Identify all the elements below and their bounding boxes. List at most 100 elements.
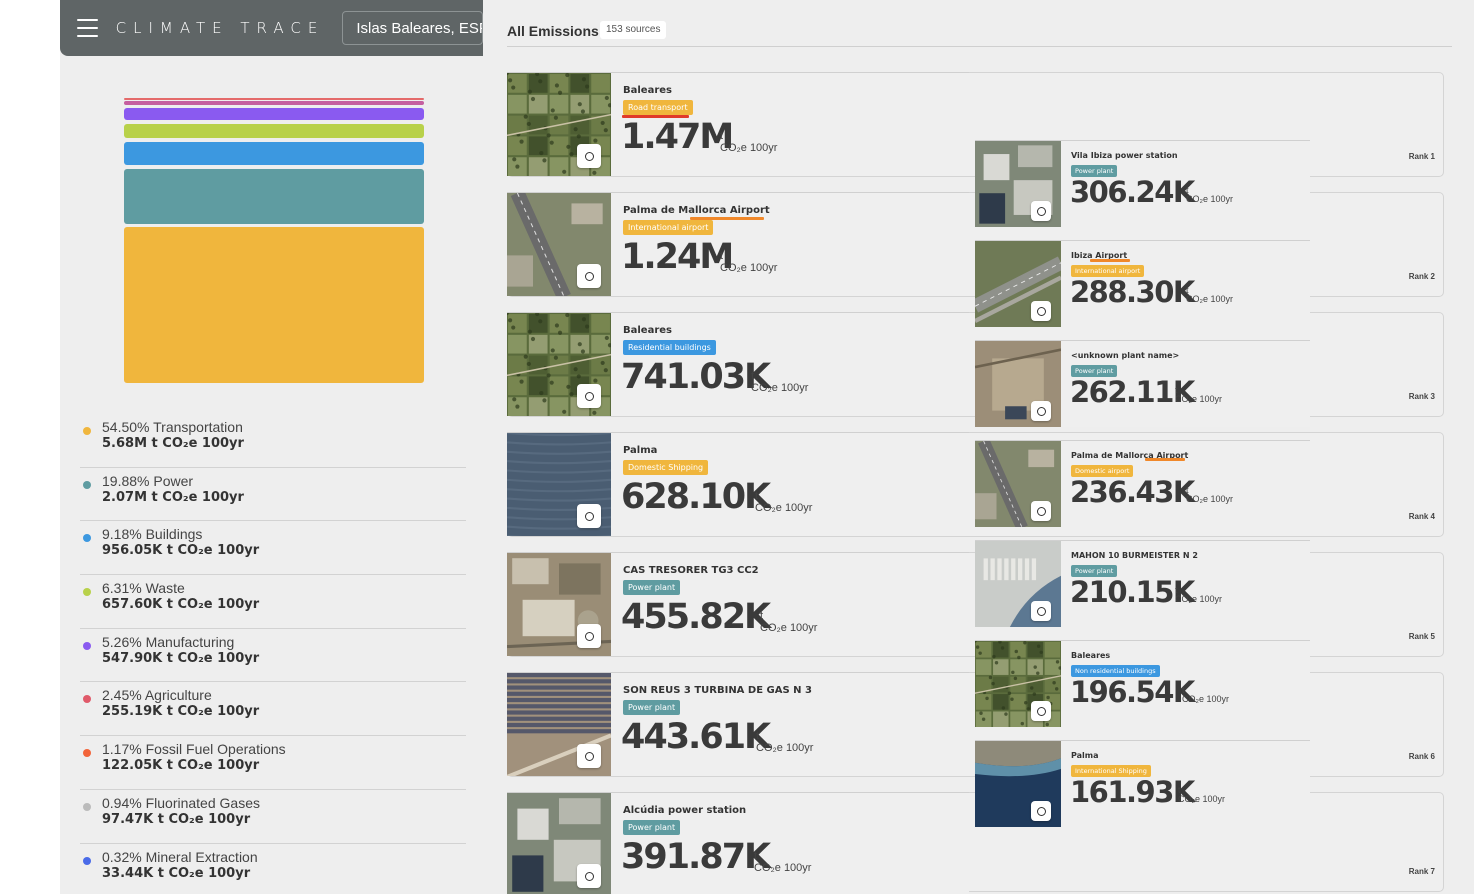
- unit-co2e: CO₂e 100yr: [1175, 594, 1223, 605]
- emission-card[interactable]: Baleares Non residential buildings 196.54K…: [975, 640, 1310, 727]
- emission-card[interactable]: Palma de Mallorca Airport Domestic airpor…: [975, 440, 1310, 527]
- emission-card[interactable]: Ibiza Airport International airport 288.30…: [975, 240, 1310, 327]
- emission-value: 196.54K: [1070, 675, 1195, 709]
- emissions-title: All Emissions: [507, 23, 599, 39]
- satellite-thumbnail: [975, 241, 1065, 327]
- sector-tag: International Shipping: [1071, 765, 1151, 777]
- unit-tonnes: t: [720, 250, 724, 262]
- globe-icon[interactable]: [1031, 701, 1051, 721]
- source-count-badge: 153 sources: [600, 21, 667, 39]
- legend-sector-share: 19.88% Power: [102, 472, 194, 489]
- globe-icon[interactable]: [577, 744, 601, 768]
- sector-tag: Power plant: [1071, 165, 1118, 177]
- legend-sector-total: 97.47K t CO₂e 100yr: [102, 811, 251, 827]
- sector-tag: Road transport: [623, 100, 693, 115]
- unit-tonnes: t: [755, 490, 759, 502]
- legend-item[interactable]: 0.32% Mineral Extraction 33.44K t CO₂e 10…: [80, 844, 466, 894]
- globe-icon[interactable]: [577, 624, 601, 648]
- satellite-thumbnail: [507, 193, 611, 296]
- unit-tonnes: t: [760, 610, 764, 622]
- unit-co2e: CO₂e 100yr: [760, 621, 818, 634]
- sector-tag: International airport: [1071, 265, 1145, 277]
- legend-item[interactable]: 9.18% Buildings 956.05K t CO₂e 100yr: [80, 521, 466, 576]
- top-bar: CLIMATE TRACE Islas Baleares, ESP ×: [60, 0, 483, 56]
- unit-co2e: CO₂e 100yr: [1186, 294, 1234, 305]
- emission-card[interactable]: Alcúdia power station Power plant 391.87K t…: [507, 792, 969, 894]
- legend-sector-total: 5.68M t CO₂e 100yr: [102, 436, 244, 451]
- globe-icon[interactable]: [577, 264, 601, 288]
- emission-card[interactable]: SON REUS 3 TURBINA DE GAS N 3 Power plant…: [507, 672, 969, 776]
- emission-card[interactable]: MAHON 10 BURMEISTER N 2 Power plant 210.15…: [975, 540, 1310, 627]
- sector-tag: Power plant: [623, 580, 681, 595]
- globe-icon[interactable]: [577, 144, 601, 168]
- unit-co2e: CO₂e 100yr: [751, 381, 809, 394]
- emission-card[interactable]: Palma de Mallorca Airport International a…: [507, 192, 969, 296]
- location-search-chip[interactable]: Islas Baleares, ESP ×: [342, 11, 483, 45]
- legend-dot-icon: [83, 427, 91, 435]
- source-name: Baleares: [1071, 651, 1111, 660]
- legend-item[interactable]: 1.17% Fossil Fuel Operations 122.05K t CO…: [80, 736, 466, 790]
- legend-item[interactable]: 5.26% Manufacturing 547.90K t CO₂e 100yr: [80, 629, 466, 683]
- emission-unit: t CO₂e 100yr: [1175, 385, 1222, 405]
- legend-sector-total: 255.19K t CO₂e 100yr: [102, 704, 260, 720]
- emission-value: 1.24M: [621, 237, 734, 277]
- globe-icon[interactable]: [1031, 601, 1051, 621]
- emission-card[interactable]: Palma International Shipping 161.93K t CO₂e …: [975, 740, 1310, 827]
- globe-icon[interactable]: [577, 504, 601, 528]
- rank-label: Rank 1: [1408, 152, 1435, 161]
- emission-value: 1.47M: [621, 117, 734, 157]
- globe-icon[interactable]: [1031, 801, 1051, 821]
- location-search-value: Islas Baleares, ESP: [356, 19, 483, 37]
- globe-icon[interactable]: [1031, 401, 1051, 421]
- emission-card[interactable]: Vila Ibiza power station Power plant 306.2…: [975, 140, 1310, 227]
- emission-unit: t CO₂e 100yr: [1182, 685, 1229, 705]
- menu-icon[interactable]: [77, 19, 98, 37]
- unit-tonnes: t: [1186, 185, 1189, 195]
- emission-unit: t CO₂e 100yr: [760, 610, 818, 634]
- legend-item[interactable]: 54.50% Transportation 5.68M t CO₂e 100yr: [80, 414, 466, 468]
- emission-value: 741.03K: [621, 357, 771, 397]
- unit-co2e: CO₂e 100yr: [756, 741, 814, 754]
- globe-icon[interactable]: [1031, 501, 1051, 521]
- emission-value: 628.10K: [621, 477, 771, 517]
- emission-card[interactable]: Palma Domestic Shipping 628.10K t CO₂e 100yr: [507, 432, 969, 536]
- rank-label: Rank 6: [1408, 752, 1435, 761]
- legend-sector-total: 2.07M t CO₂e 100yr: [102, 489, 244, 505]
- unit-tonnes: t: [1175, 385, 1178, 395]
- emission-card[interactable]: Baleares Residential buildings 741.03K t CO₂…: [507, 312, 969, 416]
- unit-tonnes: t: [1182, 685, 1185, 695]
- legend-sector-share: 0.32% Mineral Extraction: [102, 848, 258, 865]
- globe-icon[interactable]: [1031, 301, 1051, 321]
- globe-icon[interactable]: [577, 864, 601, 888]
- emission-card[interactable]: Baleares Road transport 1.47M t CO₂e 100yr: [507, 72, 969, 176]
- header-divider: [507, 46, 1452, 47]
- emission-value: 443.61K: [621, 717, 771, 757]
- source-name: Palma: [623, 445, 658, 456]
- power-segment: [124, 169, 424, 224]
- globe-icon[interactable]: [577, 384, 601, 408]
- unit-co2e: CO₂e 100yr: [720, 261, 778, 274]
- legend-item[interactable]: 2.45% Agriculture 255.19K t CO₂e 100yr: [80, 682, 466, 737]
- emission-unit: t CO₂e 100yr: [720, 250, 778, 274]
- unit-co2e: CO₂e 100yr: [755, 501, 813, 514]
- legend-sector-total: 122.05K t CO₂e 100yr: [102, 758, 260, 774]
- legend-sector-total: 657.60K t CO₂e 100yr: [102, 597, 260, 613]
- brand-logo[interactable]: CLIMATE TRACE: [115, 19, 325, 37]
- emission-card[interactable]: CAS TRESORER TG3 CC2 Power plant 455.82K t C…: [507, 552, 969, 656]
- buildings-segment: [124, 142, 424, 165]
- legend-item[interactable]: 0.94% Fluorinated Gases 97.47K t CO₂e 100…: [80, 790, 466, 844]
- satellite-thumbnail: [975, 341, 1062, 427]
- legend-item[interactable]: 6.31% Waste 657.60K t CO₂e 100yr: [80, 575, 466, 629]
- legend-item[interactable]: 19.88% Power 2.07M t CO₂e 100yr: [80, 468, 466, 522]
- legend-dot-icon: [83, 588, 91, 597]
- unit-co2e: CO₂e 100yr: [1178, 794, 1226, 805]
- rank-label: Rank 2: [1408, 272, 1435, 281]
- fossil-segment: [124, 98, 424, 100]
- legend-dot-icon: [83, 480, 91, 489]
- legend-dot-icon: [83, 695, 91, 704]
- globe-icon[interactable]: [1031, 201, 1051, 221]
- emission-card[interactable]: <unknown plant name> Power plant 262.11K t C…: [975, 340, 1310, 427]
- legend-sector-share: 6.31% Waste: [102, 580, 185, 597]
- source-name: Baleares: [623, 85, 672, 96]
